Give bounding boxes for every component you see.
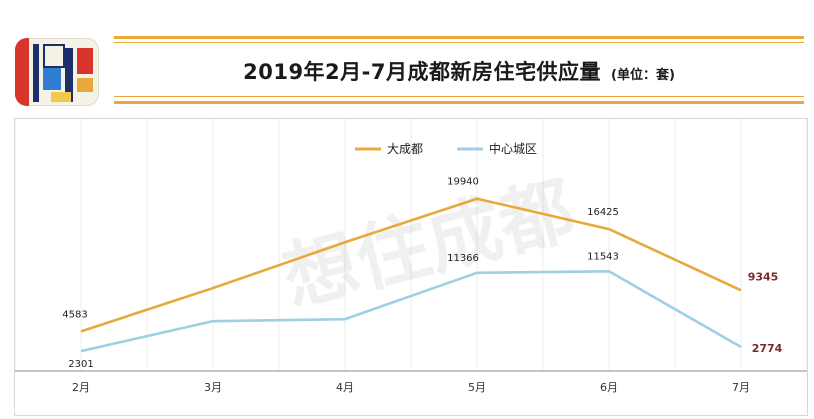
data-label: 2774 (752, 342, 783, 355)
legend-label: 大成都 (387, 142, 423, 156)
data-label: 11366 (447, 253, 479, 264)
data-label: 2301 (68, 359, 93, 370)
x-tick-label: 7月 (732, 381, 750, 394)
data-label: 4583 (62, 309, 87, 320)
legend-label: 中心城区 (489, 141, 537, 156)
title-rule-bottom-thin (114, 96, 804, 97)
x-tick-label: 6月 (600, 381, 618, 394)
title-rule-top-thin (114, 42, 804, 43)
x-tick-label: 4月 (336, 381, 354, 394)
title-unit: (单位：套) (611, 68, 675, 83)
data-label: 16425 (587, 207, 619, 218)
watermark-text: 想住成都 (275, 167, 583, 322)
title-text: 2019年2月-7月成都新房住宅供应量 (243, 60, 601, 84)
data-label: 9345 (748, 270, 779, 283)
title-rule-top (114, 36, 804, 39)
logo (15, 38, 99, 106)
line-chart: 想住成都 2月 3月 4月 5月 6月 7月 大成都 中心城区 4583 19940 16425 934… (14, 119, 808, 394)
x-tick-label: 3月 (204, 381, 222, 394)
title-rule-bottom (114, 101, 804, 104)
x-tick-label: 5月 (468, 381, 486, 394)
chart-panel: 想住成都 2月 3月 4月 5月 6月 7月 大成都 中心城区 4583 19940 16425 934… (14, 118, 808, 416)
data-label: 11543 (587, 251, 619, 262)
x-tick-label: 2月 (72, 381, 90, 394)
series-line (80, 197, 742, 333)
page-title: 2019年2月-7月成都新房住宅供应量 (单位：套) (114, 52, 804, 92)
series-line (80, 269, 742, 353)
data-label: 19940 (447, 177, 479, 188)
